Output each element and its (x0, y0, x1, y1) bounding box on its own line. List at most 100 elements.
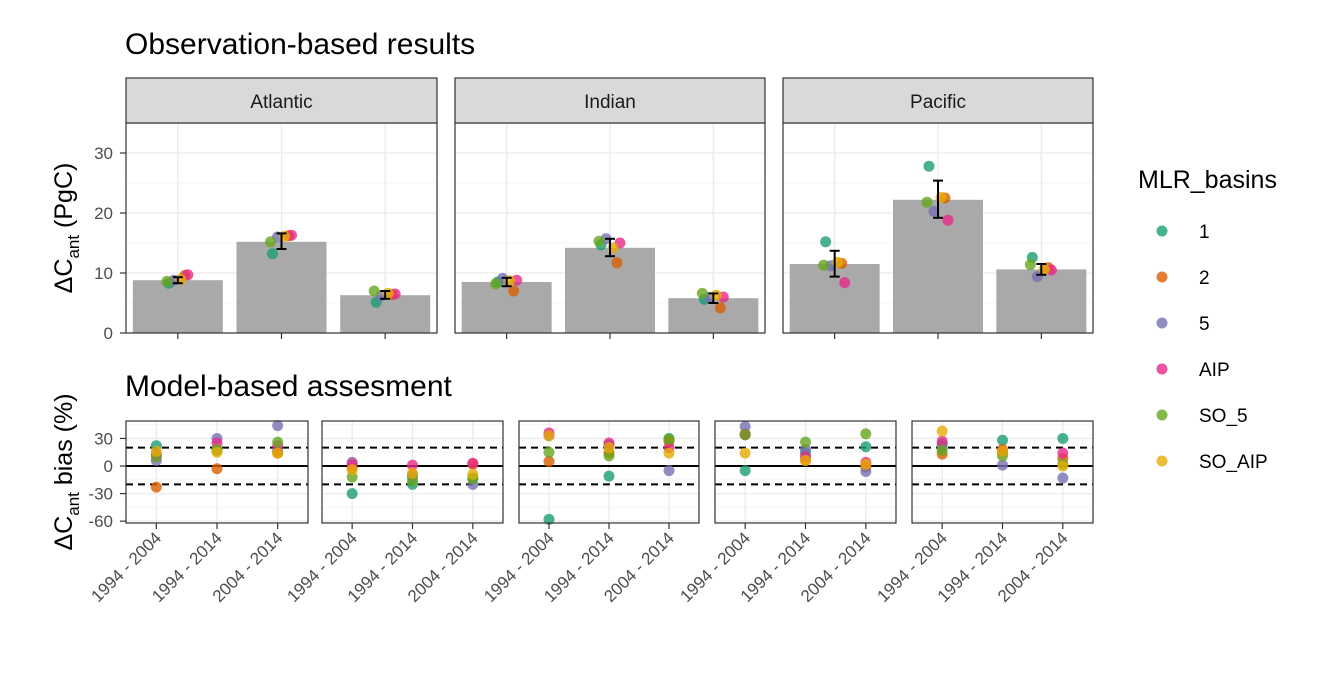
top-y-tick-label: 20 (94, 204, 113, 223)
facet-strip (125, 77, 438, 124)
data-point (272, 447, 284, 459)
legend-key (1156, 317, 1168, 329)
data-point (603, 470, 615, 482)
legend-key (1156, 455, 1168, 467)
data-point (997, 434, 1008, 446)
legend-key (1156, 225, 1168, 237)
data-point (150, 445, 162, 457)
legend-label: AIP (1199, 360, 1230, 381)
data-point (211, 446, 223, 458)
bottom-y-axis-title-subscript: ant (64, 492, 83, 516)
data-point (714, 302, 726, 314)
data-point (928, 205, 940, 217)
bar (340, 295, 431, 333)
data-point (1057, 460, 1069, 472)
bottom-y-tick-label: 0 (104, 457, 113, 476)
data-point (921, 196, 933, 208)
data-point (923, 160, 935, 172)
bottom-y-axis-title-base: ΔC (50, 516, 78, 551)
data-point (272, 420, 284, 432)
bottom-panel-title: Model-based assesment (125, 370, 453, 403)
data-point (490, 278, 502, 290)
bottom-y-tick-label: 30 (94, 429, 113, 448)
data-point (407, 459, 418, 471)
data-point (663, 465, 675, 477)
data-point (1057, 432, 1069, 444)
data-point (267, 248, 278, 260)
data-point (818, 259, 830, 271)
data-point (820, 236, 832, 248)
top-y-axis-title-base: ΔC (50, 259, 78, 294)
data-point (800, 455, 811, 467)
facet-strip (454, 77, 766, 124)
top-y-axis-title-subscript: ant (64, 235, 83, 259)
data-point (543, 430, 555, 442)
bottom-y-tick-label: -60 (88, 512, 113, 531)
data-point (739, 447, 751, 459)
data-point (839, 277, 851, 289)
top-facet-panel: Atlantic (125, 77, 438, 339)
legend-key (1156, 363, 1168, 375)
data-point (1057, 472, 1069, 484)
data-point (368, 285, 380, 297)
data-point (663, 447, 675, 459)
bottom-y-axis-title-rest: bias (%) (50, 393, 78, 492)
legend-label: 1 (1199, 222, 1210, 243)
data-point (150, 481, 162, 493)
data-point (467, 457, 479, 469)
data-point (467, 468, 479, 480)
data-point (265, 236, 276, 248)
legend-label: 5 (1199, 314, 1210, 335)
top-y-axis-title-rest: (PgC) (50, 163, 78, 235)
data-point (407, 467, 418, 479)
data-point (739, 465, 751, 477)
data-point (860, 458, 872, 470)
data-point (1024, 259, 1036, 271)
facet-strip (782, 77, 1094, 124)
data-point (696, 287, 708, 299)
data-point (593, 235, 605, 247)
data-point (543, 455, 555, 467)
data-point (603, 442, 615, 454)
data-point (860, 441, 872, 453)
data-point (800, 436, 811, 448)
data-point (346, 488, 358, 500)
bar (565, 247, 655, 333)
data-point (936, 425, 948, 437)
bar (461, 282, 552, 333)
data-point (161, 275, 173, 287)
bar (132, 280, 223, 333)
top-y-tick-label: 10 (94, 264, 113, 283)
data-point (997, 459, 1008, 471)
data-point (211, 463, 223, 475)
data-point (997, 445, 1008, 457)
top-y-tick-label: 0 (104, 324, 113, 343)
data-point (543, 446, 555, 458)
data-point (739, 429, 751, 441)
data-point (272, 436, 284, 448)
legend-key (1156, 409, 1168, 421)
top-panel-title: Observation-based results (125, 28, 475, 61)
legend-label: SO_AIP (1199, 452, 1268, 473)
legend: MLR_basins 1 2 5 AIP SO_5 SO_AIP (1138, 166, 1277, 473)
legend-label: SO_5 (1199, 406, 1248, 427)
top-y-tick-label: 30 (94, 144, 113, 163)
facet-strip-label: Indian (584, 92, 636, 113)
top-y-axis-title: ΔCant (PgC) (50, 163, 83, 294)
facet-strip-label: Pacific (910, 92, 966, 113)
top-facet-panel: Indian (454, 77, 766, 339)
data-point (739, 421, 751, 433)
data-point (942, 214, 954, 226)
data-point (611, 257, 623, 269)
data-point (936, 435, 948, 447)
bottom-y-tick-label: -30 (88, 485, 113, 504)
top-facet-panel: Pacific (782, 77, 1094, 339)
bottom-y-axis-title: ΔCant bias (%) (50, 393, 83, 550)
legend-label: 2 (1199, 268, 1210, 289)
